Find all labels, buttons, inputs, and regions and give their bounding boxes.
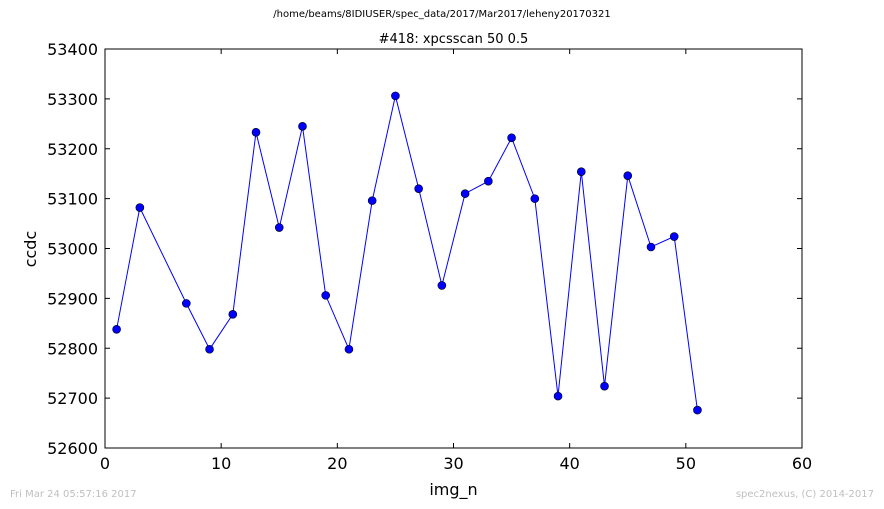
- data-point: [321, 291, 331, 300]
- x-tick-label: 40: [559, 454, 579, 473]
- figure-suptitle: /home/beams/8IDIUSER/spec_data/2017/Mar2…: [273, 9, 611, 20]
- data-point: [414, 184, 423, 193]
- y-tick-label: 53300: [47, 90, 98, 109]
- data-point: [623, 171, 633, 180]
- y-tick-label: 52900: [47, 289, 98, 308]
- data-point: [600, 381, 609, 391]
- data-point: [693, 405, 702, 415]
- data-point: [576, 167, 586, 176]
- y-axis-label: ccdc: [21, 231, 40, 268]
- y-tick-label: 52800: [47, 339, 98, 358]
- data-point: [251, 127, 261, 137]
- plot-area: [104, 48, 803, 449]
- data-point: [669, 232, 679, 241]
- data-point: [135, 203, 145, 212]
- x-tick-label: 30: [443, 454, 463, 473]
- data-point: [553, 391, 563, 401]
- data-point: [344, 344, 354, 354]
- data-point: [530, 194, 540, 203]
- chart-title: #418: xpcsscan 50 0.5: [379, 32, 529, 47]
- y-tick-label: 52600: [47, 439, 98, 458]
- data-point: [205, 344, 214, 354]
- y-tick-label: 52700: [47, 389, 98, 408]
- y-tick-label: 53400: [47, 40, 98, 59]
- data-point: [182, 299, 191, 308]
- x-tick-label: 10: [211, 454, 231, 473]
- x-tick-label: 0: [100, 454, 110, 473]
- data-point: [274, 223, 284, 232]
- data-point: [437, 281, 447, 290]
- timestamp: Fri Mar 24 05:57:16 2017: [10, 489, 137, 500]
- credit: spec2nexus, (C) 2014-2017: [735, 489, 874, 500]
- data-point: [367, 196, 377, 205]
- data-point: [391, 91, 400, 101]
- data-point: [484, 176, 493, 186]
- x-tick-label: 20: [327, 454, 347, 473]
- x-tick-label: 50: [676, 454, 696, 473]
- y-tick-label: 53000: [47, 240, 98, 259]
- data-point: [298, 122, 307, 131]
- x-tick-label: 60: [792, 454, 812, 473]
- data-point: [228, 310, 238, 319]
- y-tick-label: 53200: [47, 140, 98, 159]
- data-point: [112, 324, 121, 334]
- data-point: [507, 133, 516, 143]
- data-point: [460, 189, 470, 198]
- y-tick-label: 53100: [47, 190, 98, 209]
- data-point: [646, 242, 656, 252]
- x-axis-label: img_n: [429, 480, 477, 500]
